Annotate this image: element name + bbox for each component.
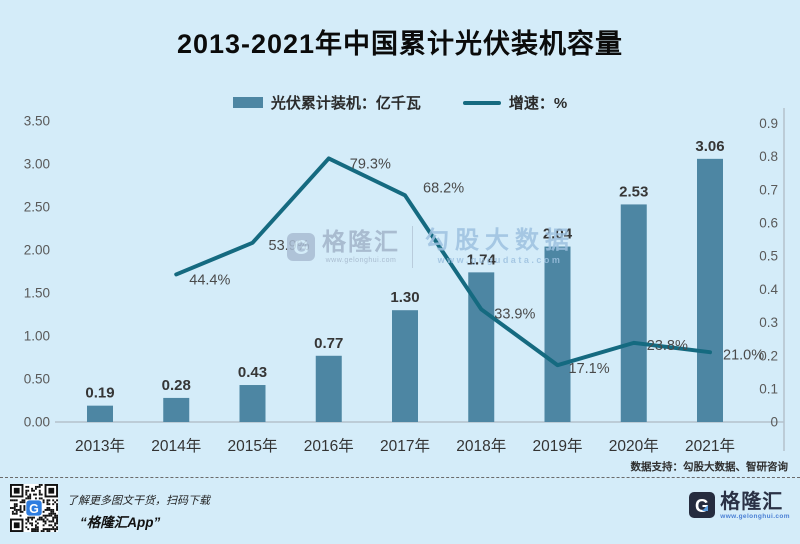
x-axis-category: 2016年: [304, 437, 354, 455]
bar-label: 3.06: [695, 138, 724, 155]
bar-2013年: [87, 405, 113, 422]
watermark-partner-text: 勾股大数据: [425, 227, 575, 254]
right-axis-tick: 0.6: [759, 216, 778, 231]
bar-2021年: [697, 158, 723, 422]
left-axis-tick: 0.50: [24, 372, 50, 387]
bar-label: 2.04: [543, 226, 573, 243]
left-axis-tick: 0.00: [24, 415, 50, 430]
bar-label: 0.19: [85, 385, 114, 402]
bar-label: 0.43: [238, 364, 267, 381]
right-axis-tick: 0: [770, 415, 778, 430]
bar-2020年: [620, 204, 647, 422]
watermark-partner-url: www.gugudata.com: [437, 255, 563, 265]
growth-label: 23.8%: [647, 338, 688, 354]
x-axis-category: 2014年: [151, 437, 201, 455]
legend: 光伏累计装机：亿千瓦 增速：%: [0, 92, 800, 113]
x-axis-category: 2013年: [75, 437, 125, 455]
bar-label: 2.53: [619, 183, 648, 200]
qr-caption: 了解更多图文干货，扫码下载: [67, 495, 210, 507]
right-axis-tick: 0.3: [759, 315, 778, 330]
qr-code: G: [10, 484, 58, 532]
right-axis-tick: 0.2: [759, 348, 778, 363]
footer-divider: [0, 477, 800, 478]
left-axis-tick: 3.50: [24, 114, 50, 129]
growth-label: 79.3%: [350, 156, 391, 172]
growth-label: 68.2%: [423, 180, 464, 196]
growth-line: [174, 156, 712, 368]
x-axis-category: 2021年: [685, 437, 735, 455]
bar-2019年: [544, 246, 571, 422]
watermark-divider: [412, 226, 413, 268]
watermark-brand: G 格隆汇 www.gelonghui.com: [286, 228, 400, 264]
right-axis-tick: 0.5: [759, 249, 778, 264]
svg-text:G: G: [695, 496, 709, 516]
x-axis-category: 2018年: [456, 437, 506, 455]
gelonghui-logo: G 格隆汇 www.gelonghui.com: [689, 492, 790, 521]
legend-bar-label: 光伏累计装机：亿千瓦: [270, 95, 421, 112]
watermark-brand-text: 格隆汇: [322, 228, 400, 256]
bar-2017年: [392, 310, 418, 422]
growth-label: 33.9%: [494, 306, 535, 322]
line-series-swatch-icon: [462, 100, 501, 105]
bar-2015年: [239, 385, 266, 422]
bar-2016年: [315, 355, 342, 422]
data-source-note: 数据支持：勾股大数据、智研咨询: [630, 461, 789, 473]
growth-label: 44.4%: [189, 272, 230, 288]
bar-label: 0.77: [314, 335, 343, 352]
chart-title: 2013-2021年中国累计光伏装机容量: [176, 29, 624, 59]
bar-label: 0.28: [162, 377, 191, 394]
left-axis-tick: 1.00: [24, 329, 50, 344]
watermark-partner: 勾股大数据 www.gugudata.com: [425, 229, 575, 265]
legend-item-bars: 光伏累计装机：亿千瓦: [232, 92, 421, 113]
left-axis-tick: 2.00: [24, 243, 50, 258]
growth-label: 17.1%: [569, 361, 610, 377]
watermark-brand-url: www.gelonghui.com: [325, 256, 397, 264]
left-axis-tick: 1.50: [24, 286, 50, 301]
svg-text:G: G: [293, 237, 309, 259]
x-axis-category: 2017年: [380, 437, 430, 455]
x-axis-category: 2015年: [228, 437, 278, 455]
gelonghui-logo-text: 格隆汇: [720, 491, 784, 513]
right-axis-tick: 0.7: [759, 182, 778, 197]
left-axis-tick: 2.50: [24, 200, 50, 215]
legend-line-label: 增速：%: [508, 95, 568, 112]
left-axis-tick: 3.00: [24, 157, 50, 172]
bar-2014年: [163, 397, 190, 422]
x-axis-category: 2019年: [533, 437, 583, 455]
bar-series-swatch-icon: [232, 97, 263, 108]
x-axis-category: 2020年: [609, 437, 659, 455]
gelonghui-logo-icon: G: [689, 492, 716, 518]
right-axis-tick: 0.9: [759, 116, 778, 131]
bar-label: 1.74: [467, 251, 497, 268]
gelonghui-watermark-logo-icon: G: [287, 233, 315, 261]
svg-text:G: G: [29, 502, 39, 516]
right-axis-tick: 0.8: [759, 149, 778, 164]
gelonghui-logo-url: www.gelonghui.com: [720, 513, 790, 520]
right-axis-tick: 0.1: [759, 382, 778, 397]
legend-item-line: 增速：%: [462, 92, 568, 113]
growth-label: 21.0%: [723, 347, 764, 363]
app-name-caption: “格隆汇App”: [80, 515, 161, 530]
bar-label: 1.30: [390, 289, 419, 306]
right-axis-tick: 0.4: [759, 282, 778, 297]
watermark: G 格隆汇 www.gelonghui.com 勾股大数据 www.guguda…: [286, 226, 575, 268]
